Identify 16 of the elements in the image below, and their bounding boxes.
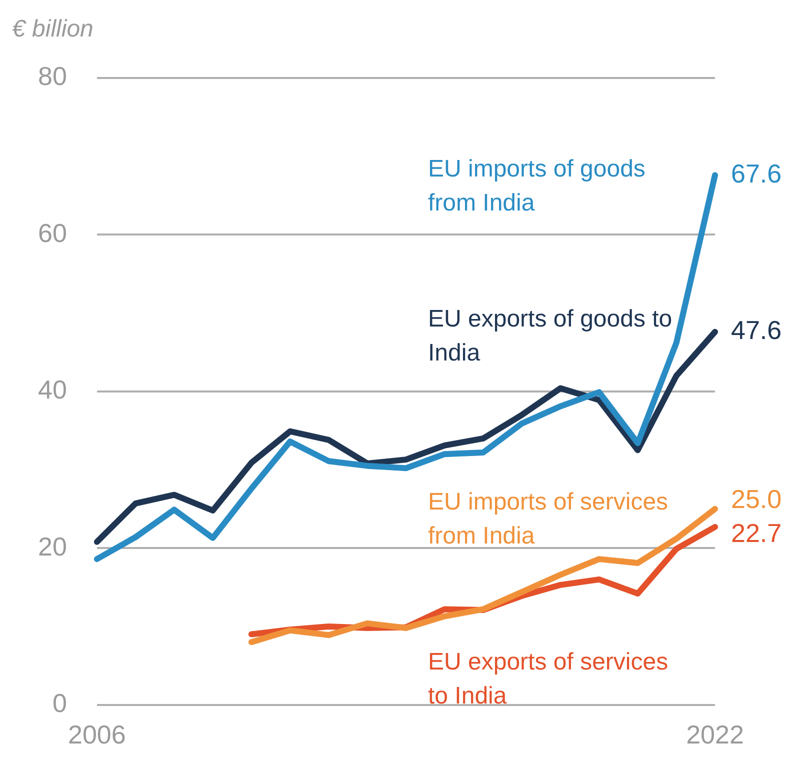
series-label: EU imports of services from India [428, 488, 668, 550]
x-tick-label: 2022 [686, 720, 744, 750]
y-tick-label: 80 [38, 61, 67, 92]
y-tick-label: 0 [52, 688, 67, 718]
y-tick-label: 20 [38, 531, 67, 562]
y-axis-title: € billion [12, 16, 94, 43]
x-tick-label: 2006 [68, 720, 126, 750]
series-label: EU exports of services to India [428, 648, 668, 710]
y-tick-label: 60 [38, 218, 67, 248]
data-label: 22.7 [731, 518, 782, 548]
data-label: 25.0 [731, 484, 782, 514]
text: EU imports of goods from India [428, 156, 646, 217]
data-label: 67.6 [731, 158, 782, 188]
series-label: EU exports of goods to India [428, 306, 672, 367]
data-label: 47.6 [731, 315, 782, 346]
y-tick-label: 40 [38, 374, 67, 405]
